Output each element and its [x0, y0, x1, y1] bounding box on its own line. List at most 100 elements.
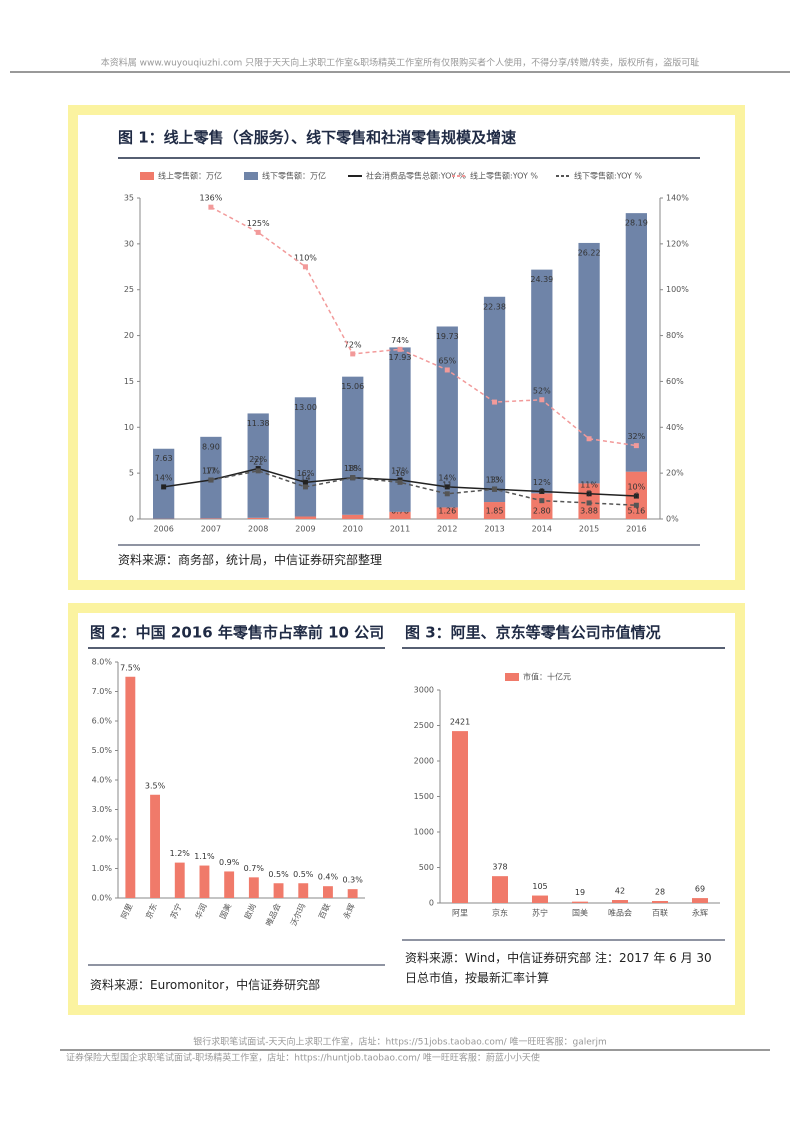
data-label: 13.00 — [294, 403, 317, 412]
data-label: 1.26 — [438, 507, 456, 516]
source-box: 资料来源：Wind，中信证券研究部 注：2017 年 6 月 30 日总市值，按… — [405, 948, 715, 992]
x-tick-label: 百联 — [652, 909, 668, 918]
bar — [248, 518, 269, 519]
bar — [342, 377, 363, 515]
x-tick-label: 2015 — [579, 525, 599, 534]
data-label: 11.38 — [247, 419, 270, 428]
data-label: 378 — [492, 863, 507, 872]
bar — [492, 876, 508, 903]
line-marker — [634, 503, 639, 508]
y-tick-label: 3.0% — [92, 805, 113, 814]
x-tick-label: 阿里 — [452, 909, 468, 918]
chart-source: 资料来源：Wind，中信证券研究部 注：2017 年 6 月 30 日总市值，按… — [405, 948, 715, 988]
bar — [298, 883, 308, 898]
y-tick-label: 3000 — [414, 686, 434, 695]
bar — [200, 518, 221, 519]
bar — [692, 898, 708, 903]
data-label: 10% — [627, 483, 645, 492]
x-tick-label: 永辉 — [692, 908, 708, 918]
data-label: 19 — [575, 888, 585, 897]
data-label: 1.1% — [194, 852, 215, 861]
bar — [295, 517, 316, 519]
y-tick-label: 35 — [124, 194, 134, 203]
legend-label: 线上零售额:YOY % — [470, 171, 538, 181]
bar — [150, 795, 160, 898]
data-label: 14 — [300, 473, 310, 482]
data-label: 1.2% — [170, 849, 191, 858]
bar — [125, 677, 135, 898]
x-tick-label: 2011 — [390, 525, 410, 534]
y2-tick-label: 120% — [666, 239, 689, 248]
data-label: 0.9% — [219, 858, 240, 867]
bar — [224, 871, 234, 898]
y-tick-label: 30 — [124, 239, 134, 248]
bar — [175, 863, 185, 898]
bar — [295, 397, 316, 516]
bar — [531, 270, 552, 494]
y-tick-label: 8.0% — [92, 658, 113, 667]
y-tick-label: 2.0% — [92, 835, 113, 844]
data-label: 125% — [247, 219, 270, 228]
data-label: 24.39 — [530, 275, 553, 284]
data-label: 42 — [615, 887, 625, 896]
data-label: 5.16 — [627, 507, 645, 516]
y-tick-label: 6.0% — [92, 717, 113, 726]
chart-title: 图 3：阿里、京东等零售公司市值情况 — [405, 624, 661, 642]
y-tick-label: 4.0% — [92, 776, 113, 785]
y-tick-label: 0.0% — [92, 894, 113, 903]
x-tick-label: 2007 — [201, 525, 221, 534]
y2-tick-label: 80% — [666, 331, 684, 340]
x-tick-label: 国美 — [572, 908, 588, 918]
y-tick-label: 25 — [124, 285, 134, 294]
legend-swatch — [505, 673, 519, 681]
data-label: 32% — [627, 432, 645, 441]
data-label: 0.5% — [268, 870, 289, 879]
bar — [578, 243, 599, 483]
data-label: 3.88 — [580, 507, 598, 516]
data-label: 19.73 — [436, 332, 459, 341]
y2-tick-label: 60% — [666, 377, 684, 386]
x-tick-label: 2006 — [153, 525, 173, 534]
y-tick-label: 10 — [124, 423, 134, 432]
bar — [249, 877, 259, 898]
data-label: 18 — [348, 464, 358, 473]
x-tick-label: 2013 — [484, 525, 504, 534]
data-label: 17 — [206, 467, 216, 476]
y2-tick-label: 0% — [666, 515, 679, 524]
data-label: 22.38 — [483, 302, 506, 311]
y2-tick-label: 140% — [666, 194, 689, 203]
bar — [389, 347, 410, 511]
data-label: 7 — [587, 489, 592, 498]
data-label: 8.90 — [202, 442, 220, 451]
legend-label: 线上零售额：万亿 — [158, 171, 222, 181]
data-label: 69 — [695, 885, 705, 894]
y-tick-label: 20 — [124, 331, 134, 340]
y2-tick-label: 20% — [666, 469, 684, 478]
x-tick-label: 2014 — [532, 525, 552, 534]
x-tick-label: 2012 — [437, 525, 457, 534]
y2-tick-label: 40% — [666, 423, 684, 432]
bar — [274, 883, 284, 898]
header-text: 本资料属 www.wuyouqiuzhi.com 只限于天天向上求职工作室&职场… — [101, 57, 699, 69]
bar — [572, 902, 588, 903]
data-label: 7.63 — [155, 454, 173, 463]
data-label: 16 — [395, 469, 405, 478]
bar — [348, 889, 358, 898]
data-label: 12% — [533, 478, 551, 487]
y-tick-label: 7.0% — [92, 687, 113, 696]
chart-source: 资料来源：Euromonitor，中信证券研究部 — [90, 975, 380, 995]
bar — [452, 731, 468, 903]
bar — [323, 886, 333, 898]
data-label: 21 — [253, 457, 263, 466]
y-tick-label: 1000 — [414, 828, 434, 837]
data-label: 110% — [294, 253, 317, 262]
x-tick-label: 2010 — [343, 525, 363, 534]
x-tick-label: 2016 — [626, 525, 646, 534]
data-label: 1.85 — [486, 507, 504, 516]
data-label: 8 — [539, 487, 544, 496]
data-label: 2421 — [450, 718, 470, 727]
x-tick-label: 京东 — [492, 908, 508, 918]
legend-label: 线下零售额:YOY % — [574, 171, 642, 181]
data-label: 74% — [391, 336, 409, 345]
